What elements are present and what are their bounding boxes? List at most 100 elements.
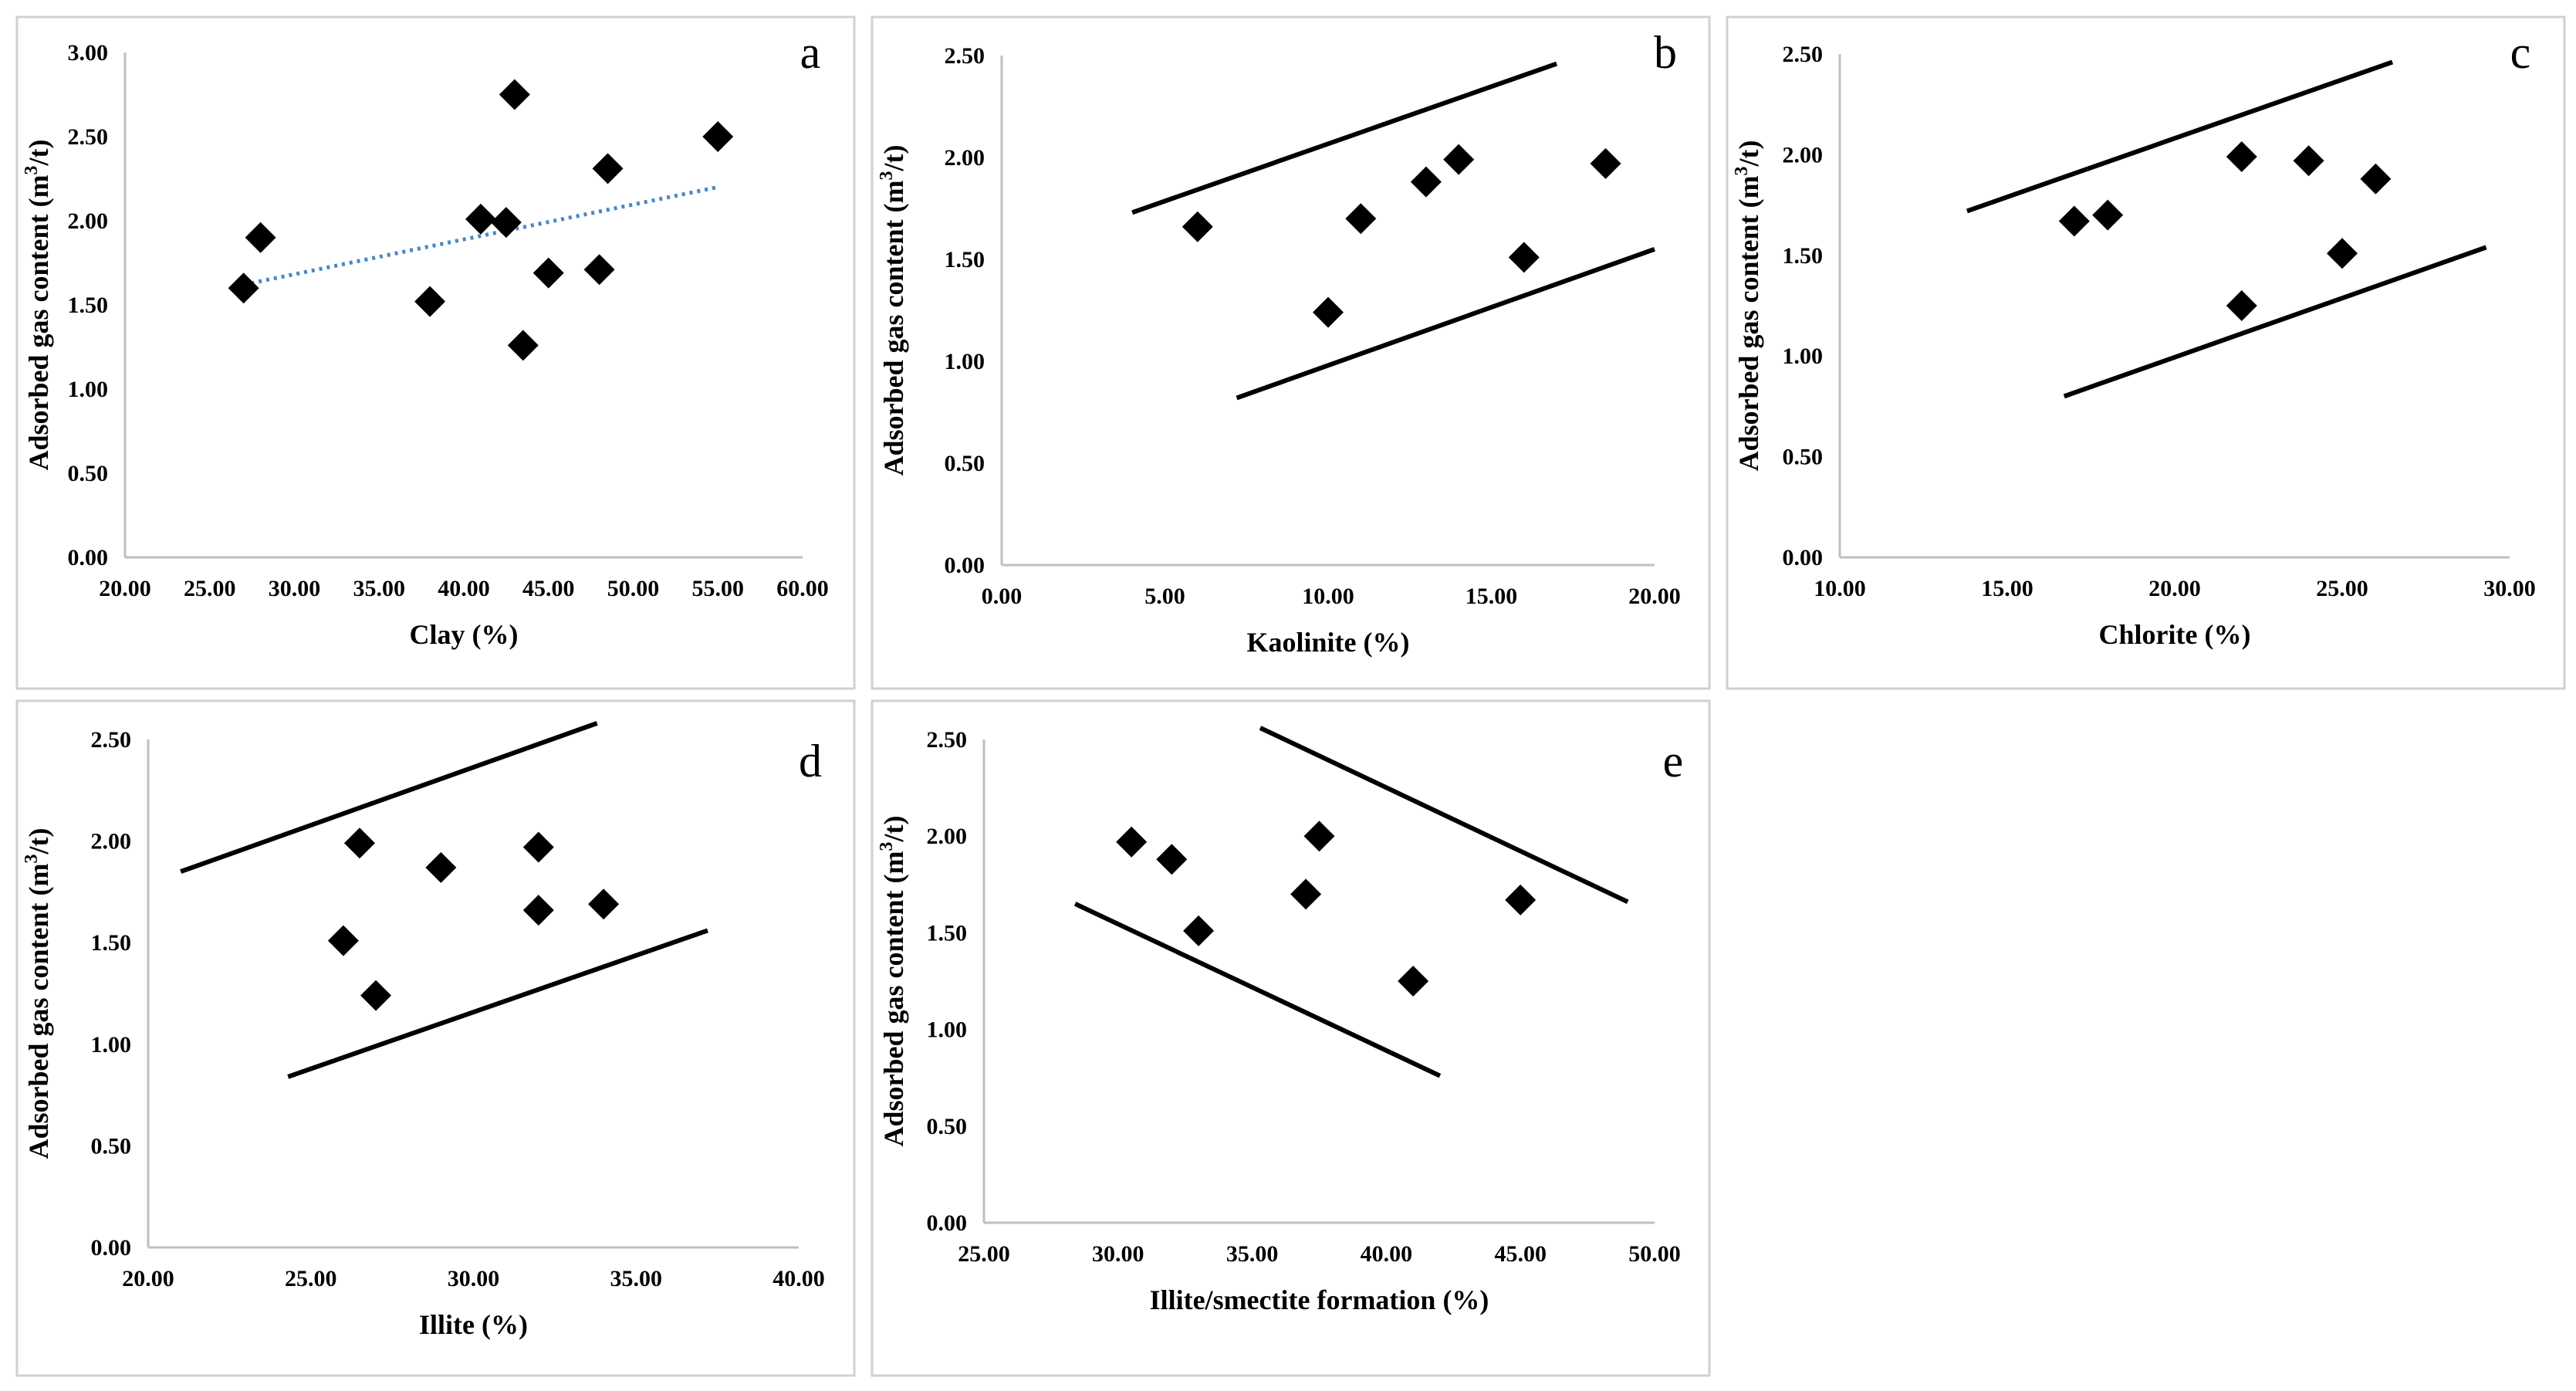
x-tick-label: 50.00 (607, 576, 660, 601)
x-tick-label: 20.00 (99, 576, 151, 601)
x-tick-label: 55.00 (692, 576, 745, 601)
data-point-marker (414, 286, 446, 317)
panel-letter: a (800, 27, 821, 78)
data-point-marker (592, 153, 624, 184)
y-tick-label: 1.50 (1783, 243, 1824, 269)
x-tick-label: 40.00 (438, 576, 490, 601)
chart-panel-b: 0.00 0.50 1.00 1.50 2.00 2.50 0.00 5.00 10.00 15.… (870, 15, 1711, 690)
data-point-marker (1116, 826, 1148, 858)
envelope-line (180, 721, 598, 874)
x-tick-label: 30.00 (269, 576, 321, 601)
y-tick-label: 1.00 (68, 377, 109, 402)
data-point-marker (1290, 878, 1322, 910)
y-tick-label: 1.00 (91, 1032, 132, 1058)
x-tick-label: 20.00 (2148, 576, 2201, 601)
data-point-marker (425, 851, 457, 883)
data-point-marker (2293, 145, 2324, 177)
y-tick-label: 0.00 (945, 553, 985, 578)
y-tick-label: 1.00 (927, 1017, 968, 1043)
y-tick-label: 0.00 (927, 1210, 968, 1236)
envelope-line (1259, 726, 1629, 905)
x-tick-label: 15.00 (1465, 584, 1518, 609)
x-tick-label: 45.00 (1494, 1241, 1547, 1267)
envelope-line (1131, 61, 1558, 215)
chart-panel-d: 0.00 0.50 1.00 1.50 2.00 2.50 20.00 25.00 30.00 3… (15, 699, 856, 1377)
panel-frame (15, 699, 856, 1377)
envelope-line (287, 928, 708, 1079)
panel-frame (870, 15, 1711, 690)
x-tick-label: 20.00 (122, 1266, 174, 1291)
data-point-marker (499, 79, 530, 110)
y-tick-label: 0.00 (1783, 545, 1824, 570)
y-tick-label: 2.50 (91, 727, 132, 753)
data-point-marker (1182, 211, 1213, 242)
y-tick-label: 3.00 (68, 40, 109, 66)
data-point-marker (1590, 147, 1621, 179)
y-tick-label: 1.00 (945, 349, 985, 374)
x-tick-label: 10.00 (1814, 576, 1866, 601)
y-tick-label: 2.00 (945, 145, 985, 171)
panel-letter: c (2510, 27, 2531, 78)
envelope-line (1966, 59, 2394, 214)
x-tick-label: 45.00 (522, 576, 575, 601)
x-axis-title: Chlorite (%) (2099, 619, 2251, 650)
data-point-marker (522, 831, 554, 863)
data-point-marker (2226, 141, 2257, 173)
y-tick-label: 0.00 (68, 545, 109, 570)
x-axis-title: Kaolinite (%) (1247, 627, 1410, 658)
panel-letter: d (799, 736, 822, 787)
x-tick-label: 5.00 (1144, 584, 1185, 609)
y-axis-title: Adsorbed gas content (m3/t) (22, 828, 54, 1159)
data-point-marker (1443, 144, 1475, 175)
x-tick-label: 40.00 (1361, 1241, 1413, 1267)
x-tick-label: 20.00 (1628, 584, 1681, 609)
envelope-line (1236, 246, 1656, 401)
x-tick-label: 30.00 (448, 1266, 500, 1291)
y-tick-label: 0.50 (927, 1114, 968, 1139)
x-tick-label: 25.00 (958, 1241, 1010, 1267)
x-tick-label: 15.00 (1981, 576, 2033, 601)
x-tick-label: 25.00 (184, 576, 236, 601)
y-tick-label: 1.50 (68, 293, 109, 318)
y-tick-label: 0.50 (1783, 445, 1824, 470)
data-point-marker (1313, 296, 1344, 328)
data-point-marker (583, 254, 615, 286)
y-axis-title: Adsorbed gas content (m3/t) (1732, 140, 1764, 472)
envelope-line (2063, 245, 2487, 399)
data-point-marker (1508, 242, 1540, 273)
data-point-marker (2092, 199, 2124, 231)
y-tick-label: 1.50 (927, 920, 968, 946)
x-tick-label: 30.00 (2483, 576, 2536, 601)
x-tick-label: 50.00 (1628, 1241, 1681, 1267)
chart-panel-c: 0.00 0.50 1.00 1.50 2.00 2.50 10.00 15.00 20.00 2… (1726, 15, 2566, 690)
data-point-marker (490, 207, 522, 239)
chart-panel-a: 0.00 0.50 1.00 1.50 2.00 2.50 3.00 20.00 25.00 30… (15, 15, 856, 690)
x-tick-label: 25.00 (2316, 576, 2368, 601)
y-tick-label: 2.00 (1783, 142, 1824, 168)
chart-panel-e: 0.00 0.50 1.00 1.50 2.00 2.50 25.00 30.00 35.00 4… (870, 699, 1711, 1377)
x-tick-label: 25.00 (285, 1266, 337, 1291)
data-point-marker (343, 827, 375, 859)
y-tick-label: 2.50 (1783, 42, 1824, 67)
x-tick-label: 30.00 (1092, 1241, 1144, 1267)
data-point-marker (1505, 884, 1536, 915)
data-point-marker (1156, 844, 1188, 875)
data-point-marker (2327, 238, 2358, 269)
y-tick-label: 2.00 (68, 208, 109, 234)
data-point-marker (327, 925, 359, 956)
x-tick-label: 35.00 (1226, 1241, 1279, 1267)
x-tick-label: 35.00 (610, 1266, 663, 1291)
data-point-marker (228, 272, 259, 304)
y-tick-label: 2.00 (91, 829, 132, 855)
y-tick-label: 0.00 (91, 1235, 132, 1261)
data-point-marker (2226, 290, 2257, 321)
x-axis-title: Illite (%) (419, 1309, 528, 1340)
x-axis-title: Illite/smectite formation (%) (1150, 1284, 1489, 1315)
y-axis-title: Adsorbed gas content (m3/t) (877, 145, 909, 476)
panel-frame (870, 699, 1711, 1377)
data-point-marker (1410, 166, 1442, 198)
data-point-marker (245, 222, 276, 253)
panel-letter: b (1654, 27, 1677, 78)
data-point-marker (1345, 203, 1377, 235)
data-point-marker (588, 888, 620, 920)
